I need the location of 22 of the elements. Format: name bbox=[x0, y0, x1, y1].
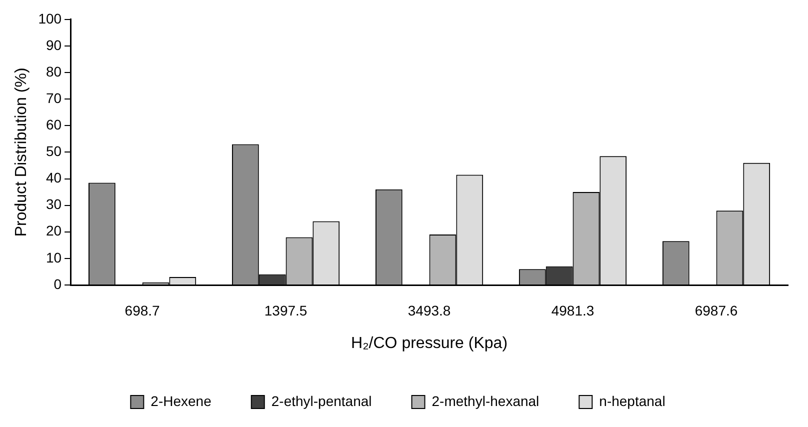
x-tick-label: 698.7 bbox=[124, 302, 160, 318]
y-tick-label: 50 bbox=[46, 143, 62, 160]
y-tick-label: 60 bbox=[46, 116, 62, 132]
x-tick-label: 3493.8 bbox=[408, 302, 451, 318]
x-tick-label: 1397.5 bbox=[264, 302, 308, 318]
y-axis-title: Product Distribution (%) bbox=[13, 68, 30, 237]
y-tick-label: 0 bbox=[54, 276, 62, 292]
legend-label: 2-ethyl-pentanal bbox=[271, 392, 372, 409]
x-tick-label: 6987.6 bbox=[694, 302, 738, 318]
y-tick-label: 80 bbox=[46, 63, 62, 80]
legend-label: 2-Hexene bbox=[150, 392, 212, 409]
x-axis-title: H₂/CO pressure (Kpa) bbox=[351, 334, 508, 352]
y-tick-label: 30 bbox=[46, 196, 62, 212]
y-tick-label: 40 bbox=[46, 170, 62, 186]
y-tick-label: 20 bbox=[46, 222, 62, 239]
y-tick-label: 70 bbox=[46, 90, 62, 106]
x-tick-label: 4981.3 bbox=[551, 302, 594, 318]
y-tick-label: 10 bbox=[46, 249, 62, 266]
y-tick-label: 90 bbox=[46, 36, 62, 53]
legend-label: 2-methyl-hexanal bbox=[432, 392, 540, 409]
y-tick-label: 100 bbox=[38, 10, 62, 26]
legend-label: n-heptanal bbox=[599, 392, 666, 409]
